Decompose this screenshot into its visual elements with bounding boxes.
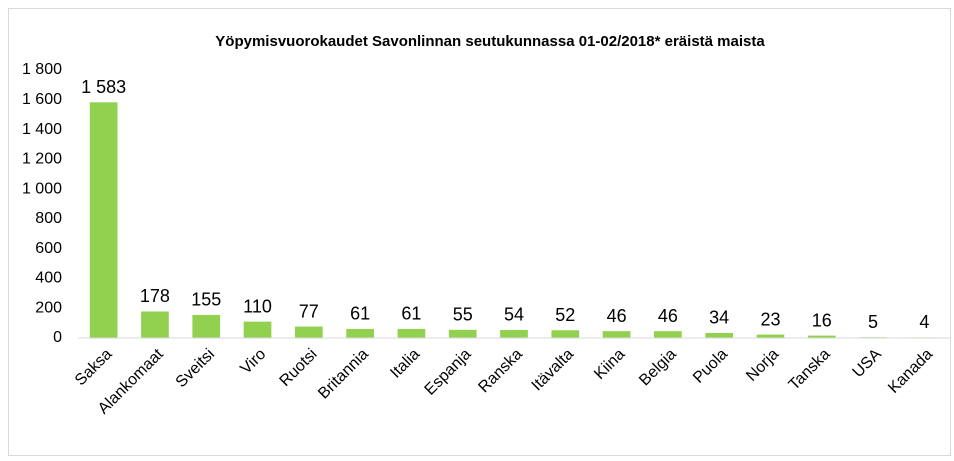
chart-border [8,8,951,456]
bar [807,335,836,338]
bar [192,314,221,338]
bar [602,331,631,338]
data-label: 61 [350,304,370,324]
bar [346,328,374,338]
y-tick-label: 1 400 [22,121,62,138]
bar [294,326,323,338]
data-label: 54 [504,305,524,325]
data-label: 23 [760,309,780,329]
data-label: 178 [140,286,170,306]
data-label: 77 [299,301,319,321]
data-label: 46 [658,306,678,326]
bar [756,334,785,338]
data-label: 16 [812,310,832,330]
bar [705,332,734,338]
y-tick-label: 1 000 [22,180,62,197]
data-label: 55 [453,305,473,325]
bar [551,330,580,338]
y-tick-label: 600 [35,240,62,257]
y-tick-label: 800 [35,210,62,227]
data-label: 46 [607,306,627,326]
bar [448,329,477,338]
data-label: 34 [709,308,729,328]
y-tick-label: 200 [35,299,62,316]
y-tick-label: 1 200 [22,151,62,168]
data-label: 1 583 [81,77,126,97]
data-label: 5 [868,312,878,332]
y-tick-label: 400 [35,270,62,287]
chart-title: Yöpymisvuorokaudet Savonlinnan seutukunn… [215,33,765,50]
bar [397,328,426,338]
y-tick-label: 1 800 [22,61,62,78]
data-label: 155 [191,290,221,310]
data-label: 4 [919,312,929,332]
bar [141,311,169,338]
bar [500,329,528,338]
y-tick-label: 1 600 [22,91,62,108]
data-label: 110 [243,296,272,316]
data-label: 52 [555,305,575,325]
bar [243,321,272,338]
y-tick-label: 0 [53,329,62,346]
data-label: 61 [401,304,421,324]
bar [654,331,682,338]
bar [89,102,118,338]
